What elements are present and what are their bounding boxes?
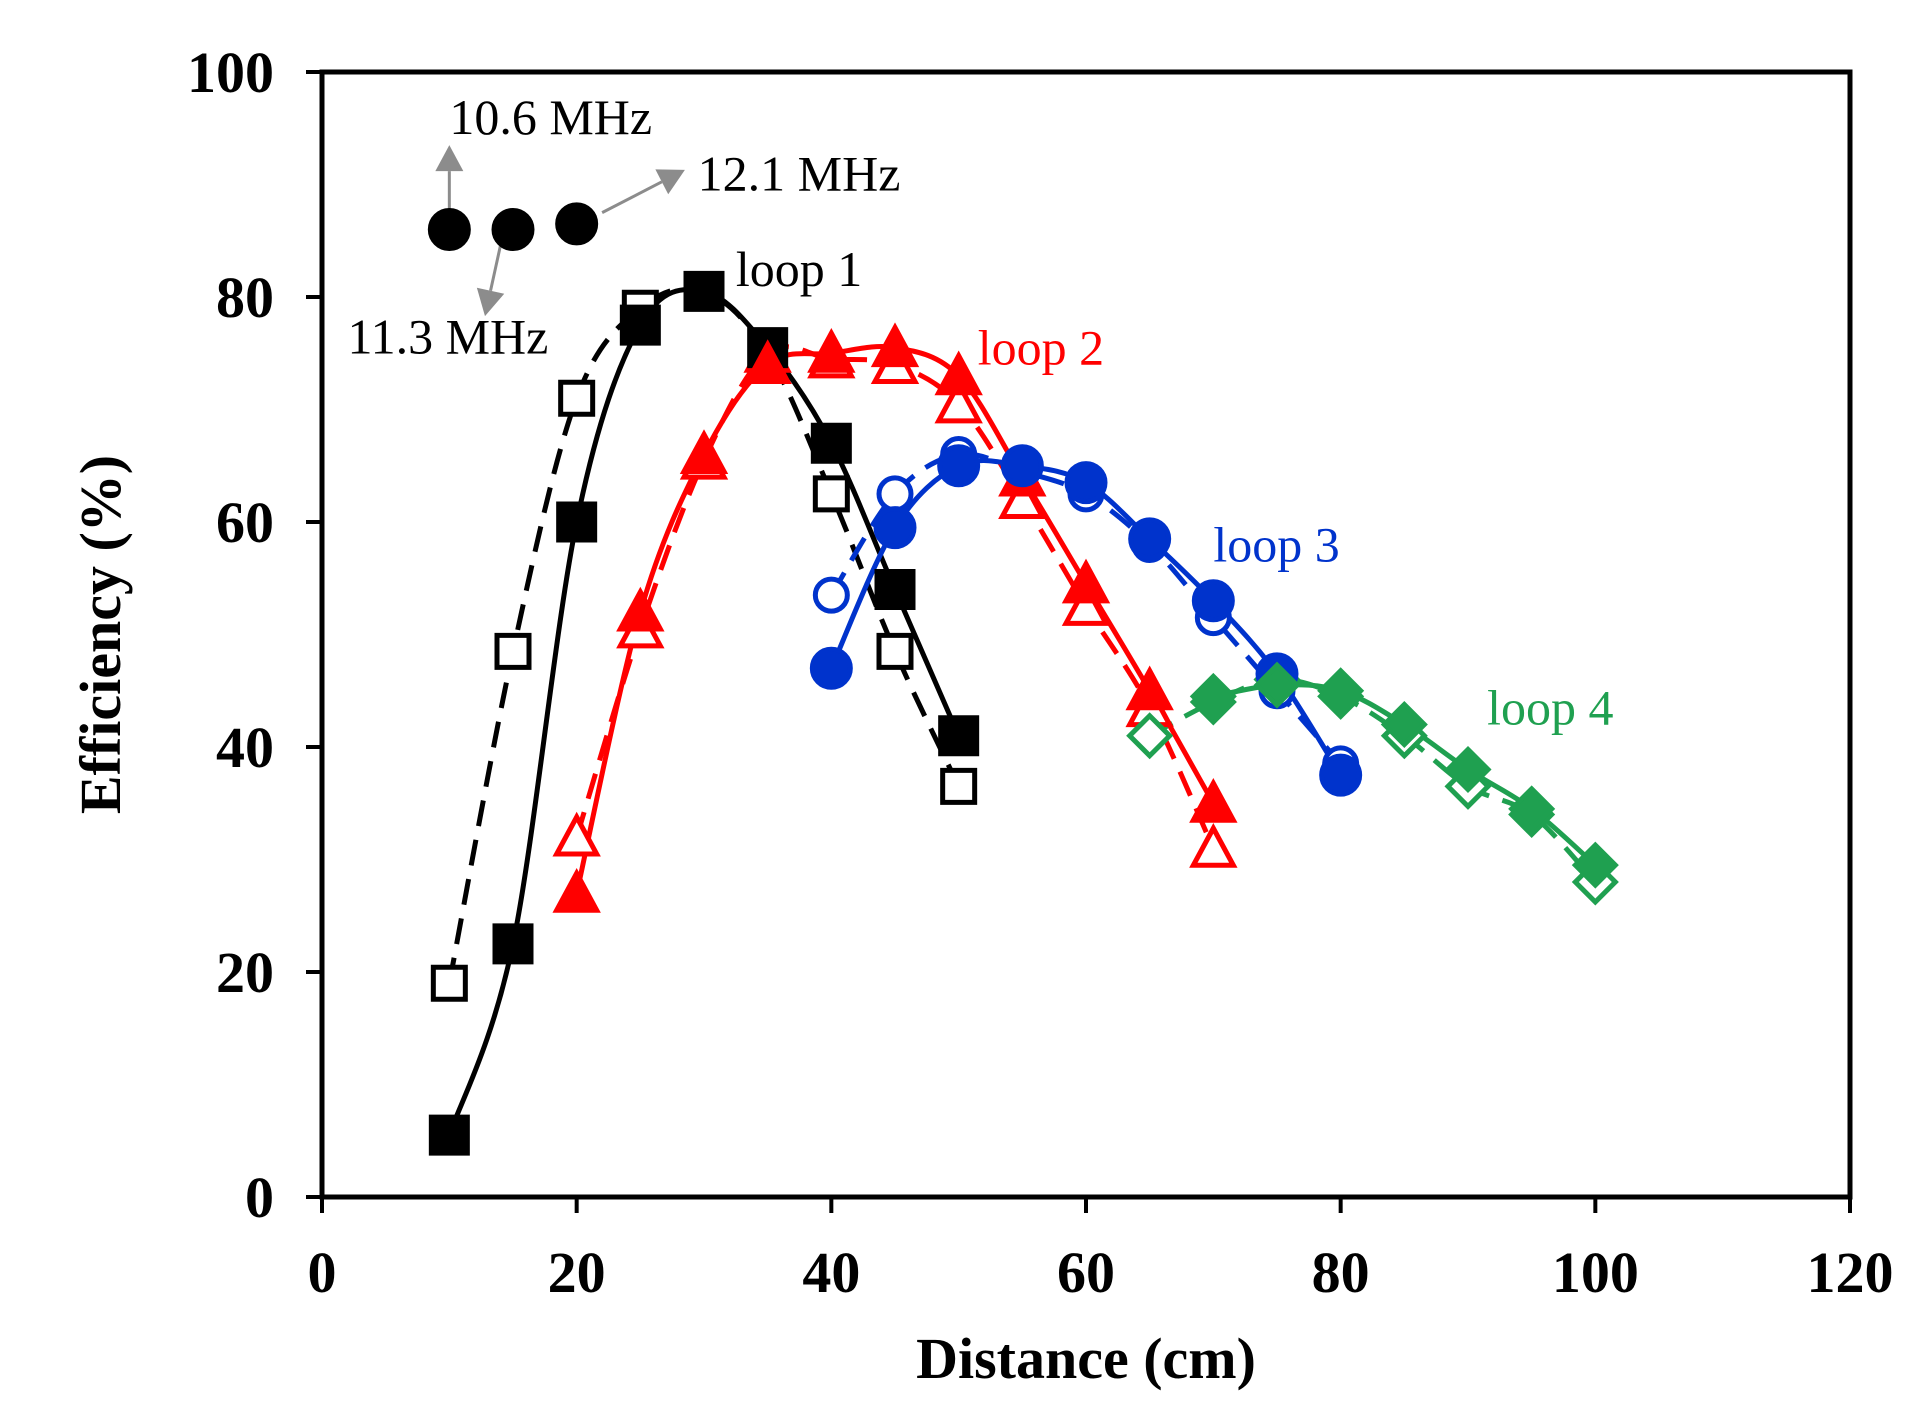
annotation-10-6-mhz: 10.6 MHz xyxy=(449,89,652,145)
loop-4-filled-point-70 xyxy=(1189,672,1237,720)
y-tick-label: 20 xyxy=(216,940,274,1005)
loop-2-filled-point-20 xyxy=(552,867,601,913)
y-tick-label: 40 xyxy=(216,715,274,780)
y-tick-label: 100 xyxy=(187,40,274,105)
annotations: 10.6 MHz 12.1 MHz 11.3 MHz loop 1 loop 2 loop… xyxy=(347,89,1613,736)
annotation-loop-1: loop 1 xyxy=(736,241,862,297)
loop-4-open-point-65 xyxy=(1126,712,1174,760)
loop-1-open-point-15 xyxy=(494,632,532,670)
arrow-3-shaft xyxy=(601,180,663,214)
loop-2-filled-line xyxy=(574,343,1216,894)
loop-1-filled-point-40 xyxy=(810,422,852,464)
loop-4-filled-point-75 xyxy=(1253,661,1301,709)
y-tick-label: 0 xyxy=(245,1165,274,1230)
loop-1-open-point-45 xyxy=(876,632,914,670)
series-markers xyxy=(427,202,1619,1156)
loop-2-filled-point-60 xyxy=(1061,558,1111,604)
loop-4-filled-point-95 xyxy=(1508,785,1556,833)
x-tick-label: 0 xyxy=(308,1240,337,1305)
loop-1-open-point-20 xyxy=(558,379,596,417)
loop-3-filled-point-70 xyxy=(1191,579,1235,623)
annotation-loop-3: loop 3 xyxy=(1213,517,1339,573)
loop-4-filled-point-100 xyxy=(1571,841,1619,889)
annotation-loop-2: loop 2 xyxy=(978,320,1104,376)
loop-2-filled-point-35 xyxy=(743,339,792,384)
loop-1-filled-point-30 xyxy=(683,270,725,312)
series-lines xyxy=(446,285,1598,1136)
loop-1-filled-point-25 xyxy=(619,304,661,346)
y-axis-title: Efficiency (%) xyxy=(68,455,133,814)
annotation-arrows xyxy=(435,145,685,317)
loop-2-open-point-20 xyxy=(552,811,601,857)
x-tick-label: 100 xyxy=(1552,1240,1639,1305)
x-tick-label: 40 xyxy=(802,1240,860,1305)
loop-4-filled-point-80 xyxy=(1317,667,1365,715)
loop-1-filled-point-10 xyxy=(428,1114,470,1156)
loop-3-open-point-45 xyxy=(876,475,914,513)
annotation-loop-4: loop 4 xyxy=(1487,680,1613,736)
arrow-2-shaft xyxy=(489,246,502,292)
x-tick-label: 80 xyxy=(1312,1240,1370,1305)
loop-1-open-point-40 xyxy=(812,475,850,513)
x-tick-label: 120 xyxy=(1807,1240,1894,1305)
loop-1-open-point-10 xyxy=(430,964,468,1002)
loop-2-filled-point-65 xyxy=(1125,665,1174,711)
loop-2-filled-point-30 xyxy=(679,429,729,474)
loop-1-open-point-50 xyxy=(940,767,978,805)
single-frequency-points-point-15 xyxy=(491,208,535,251)
loop-2-filled-point-45 xyxy=(870,322,920,368)
x-tick-label: 60 xyxy=(1057,1240,1115,1305)
loop-2-open-point-70 xyxy=(1189,822,1238,868)
loop-2-open-point-55 xyxy=(998,474,1047,519)
single-frequency-points-point-20 xyxy=(555,202,599,246)
loop-3-filled-point-40 xyxy=(809,646,853,690)
y-tick-label: 80 xyxy=(216,265,274,330)
loop-3-open-point-40 xyxy=(812,576,850,614)
single-frequency-points-point-10 xyxy=(427,208,471,251)
loop-3-filled-point-60 xyxy=(1064,461,1108,505)
loop-2-filled-point-50 xyxy=(934,350,983,396)
loop-2-filled-point-70 xyxy=(1189,777,1238,823)
loop-3-filled-point-80 xyxy=(1319,753,1363,797)
loop-3-filled-point-45 xyxy=(873,506,917,550)
loop-4-filled-point-90 xyxy=(1444,745,1492,794)
x-tick-label: 20 xyxy=(548,1240,606,1305)
loop-4-filled-point-85 xyxy=(1380,700,1428,749)
loop-2-open-point-50 xyxy=(934,378,983,424)
loop-3-filled-point-50 xyxy=(937,444,981,488)
arrow-1-head xyxy=(435,145,464,172)
annotation-11-3-mhz: 11.3 MHz xyxy=(347,308,548,364)
annotation-12-1-mhz: 12.1 MHz xyxy=(698,145,901,201)
loop-1-filled-point-50 xyxy=(938,715,980,757)
y-tick-label: 60 xyxy=(216,490,274,555)
axes: 0 20 40 60 80 100 120 0 20 40 60 80 100 xyxy=(187,40,1894,1305)
loop-1-filled-point-20 xyxy=(556,501,598,543)
x-axis-title: Distance (cm) xyxy=(916,1326,1256,1391)
arrow-3-head xyxy=(655,169,685,195)
loop-3-filled-point-55 xyxy=(1000,444,1044,488)
loop-3-filled-point-65 xyxy=(1128,517,1172,561)
arrow-2-head xyxy=(476,287,505,317)
plot-area-frame xyxy=(319,69,1853,1200)
loop-2-filled-point-40 xyxy=(807,327,856,373)
loop-2-open-point-60 xyxy=(1061,581,1111,626)
loop-1-filled-point-15 xyxy=(492,923,534,965)
loop-1-filled-line xyxy=(446,287,961,1136)
loop-2-filled-point-25 xyxy=(616,586,665,632)
loop-1-filled-point-45 xyxy=(874,569,916,610)
